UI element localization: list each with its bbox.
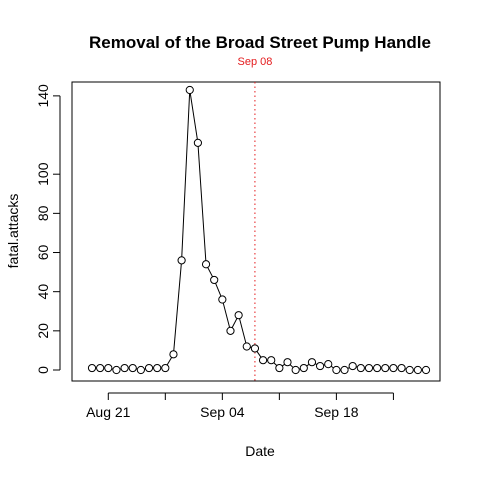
data-point: [193, 138, 203, 147]
data-point: [348, 361, 357, 371]
data-point: [340, 365, 349, 375]
data-point: [258, 356, 268, 365]
data-point: [315, 361, 325, 371]
data-point: [356, 363, 365, 373]
data-point: [413, 365, 422, 375]
data-point: [381, 363, 390, 373]
data-point: [324, 360, 333, 369]
data-point: [201, 260, 211, 269]
y-tick-label: 0: [35, 366, 51, 374]
data-point: [389, 363, 398, 373]
data-point: [421, 365, 431, 375]
data-point: [226, 326, 235, 335]
data-point: [242, 342, 251, 351]
data-point: [275, 363, 284, 373]
data-point: [299, 363, 308, 373]
data-point: [283, 358, 292, 367]
x-axis-label: Date: [245, 443, 275, 459]
data-point: [128, 363, 137, 373]
data-point: [177, 256, 186, 265]
y-tick-label: 100: [35, 162, 51, 186]
series-points: [87, 85, 431, 375]
y-tick-label: 20: [35, 323, 51, 339]
series-line: [92, 89, 426, 371]
x-tick-label: Sep 04: [200, 404, 245, 420]
data-point: [96, 363, 105, 373]
data-point: [153, 363, 162, 373]
y-tick-label: 80: [35, 205, 51, 221]
annotation-label: Sep 08: [237, 56, 272, 68]
x-tick-label: Sep 18: [314, 404, 359, 420]
y-tick-label: 140: [35, 84, 51, 108]
x-axis: Aug 21 Sep 04 Sep 18: [86, 392, 394, 420]
data-point: [234, 311, 243, 320]
data-point: [373, 363, 382, 373]
data-point: [112, 365, 121, 375]
data-point: [144, 363, 154, 373]
data-point: [397, 363, 406, 373]
data-point: [364, 363, 374, 373]
y-axis-label: fatal.attacks: [5, 194, 21, 269]
y-axis: 0 20 40 60 80 100 140: [35, 84, 61, 374]
y-tick-label: 40: [35, 284, 51, 300]
data-point: [267, 356, 276, 365]
x-tick-label: Aug 21: [86, 404, 131, 420]
data-point: [332, 365, 341, 375]
chart-title: Removal of the Broad Street Pump Handle: [89, 33, 431, 52]
data-point: [210, 275, 219, 285]
data-point: [405, 365, 414, 375]
data-point: [104, 363, 113, 373]
data-point: [120, 363, 129, 373]
data-point: [169, 350, 178, 359]
data-point: [136, 365, 145, 375]
plot-frame: [71, 81, 441, 382]
data-point: [291, 365, 300, 375]
data-point: [307, 358, 317, 367]
data-point: [185, 85, 194, 95]
data-point: [87, 363, 97, 373]
data-point: [218, 295, 227, 304]
data-point: [250, 344, 260, 353]
data-point: [161, 363, 170, 373]
y-tick-label: 60: [35, 245, 51, 261]
